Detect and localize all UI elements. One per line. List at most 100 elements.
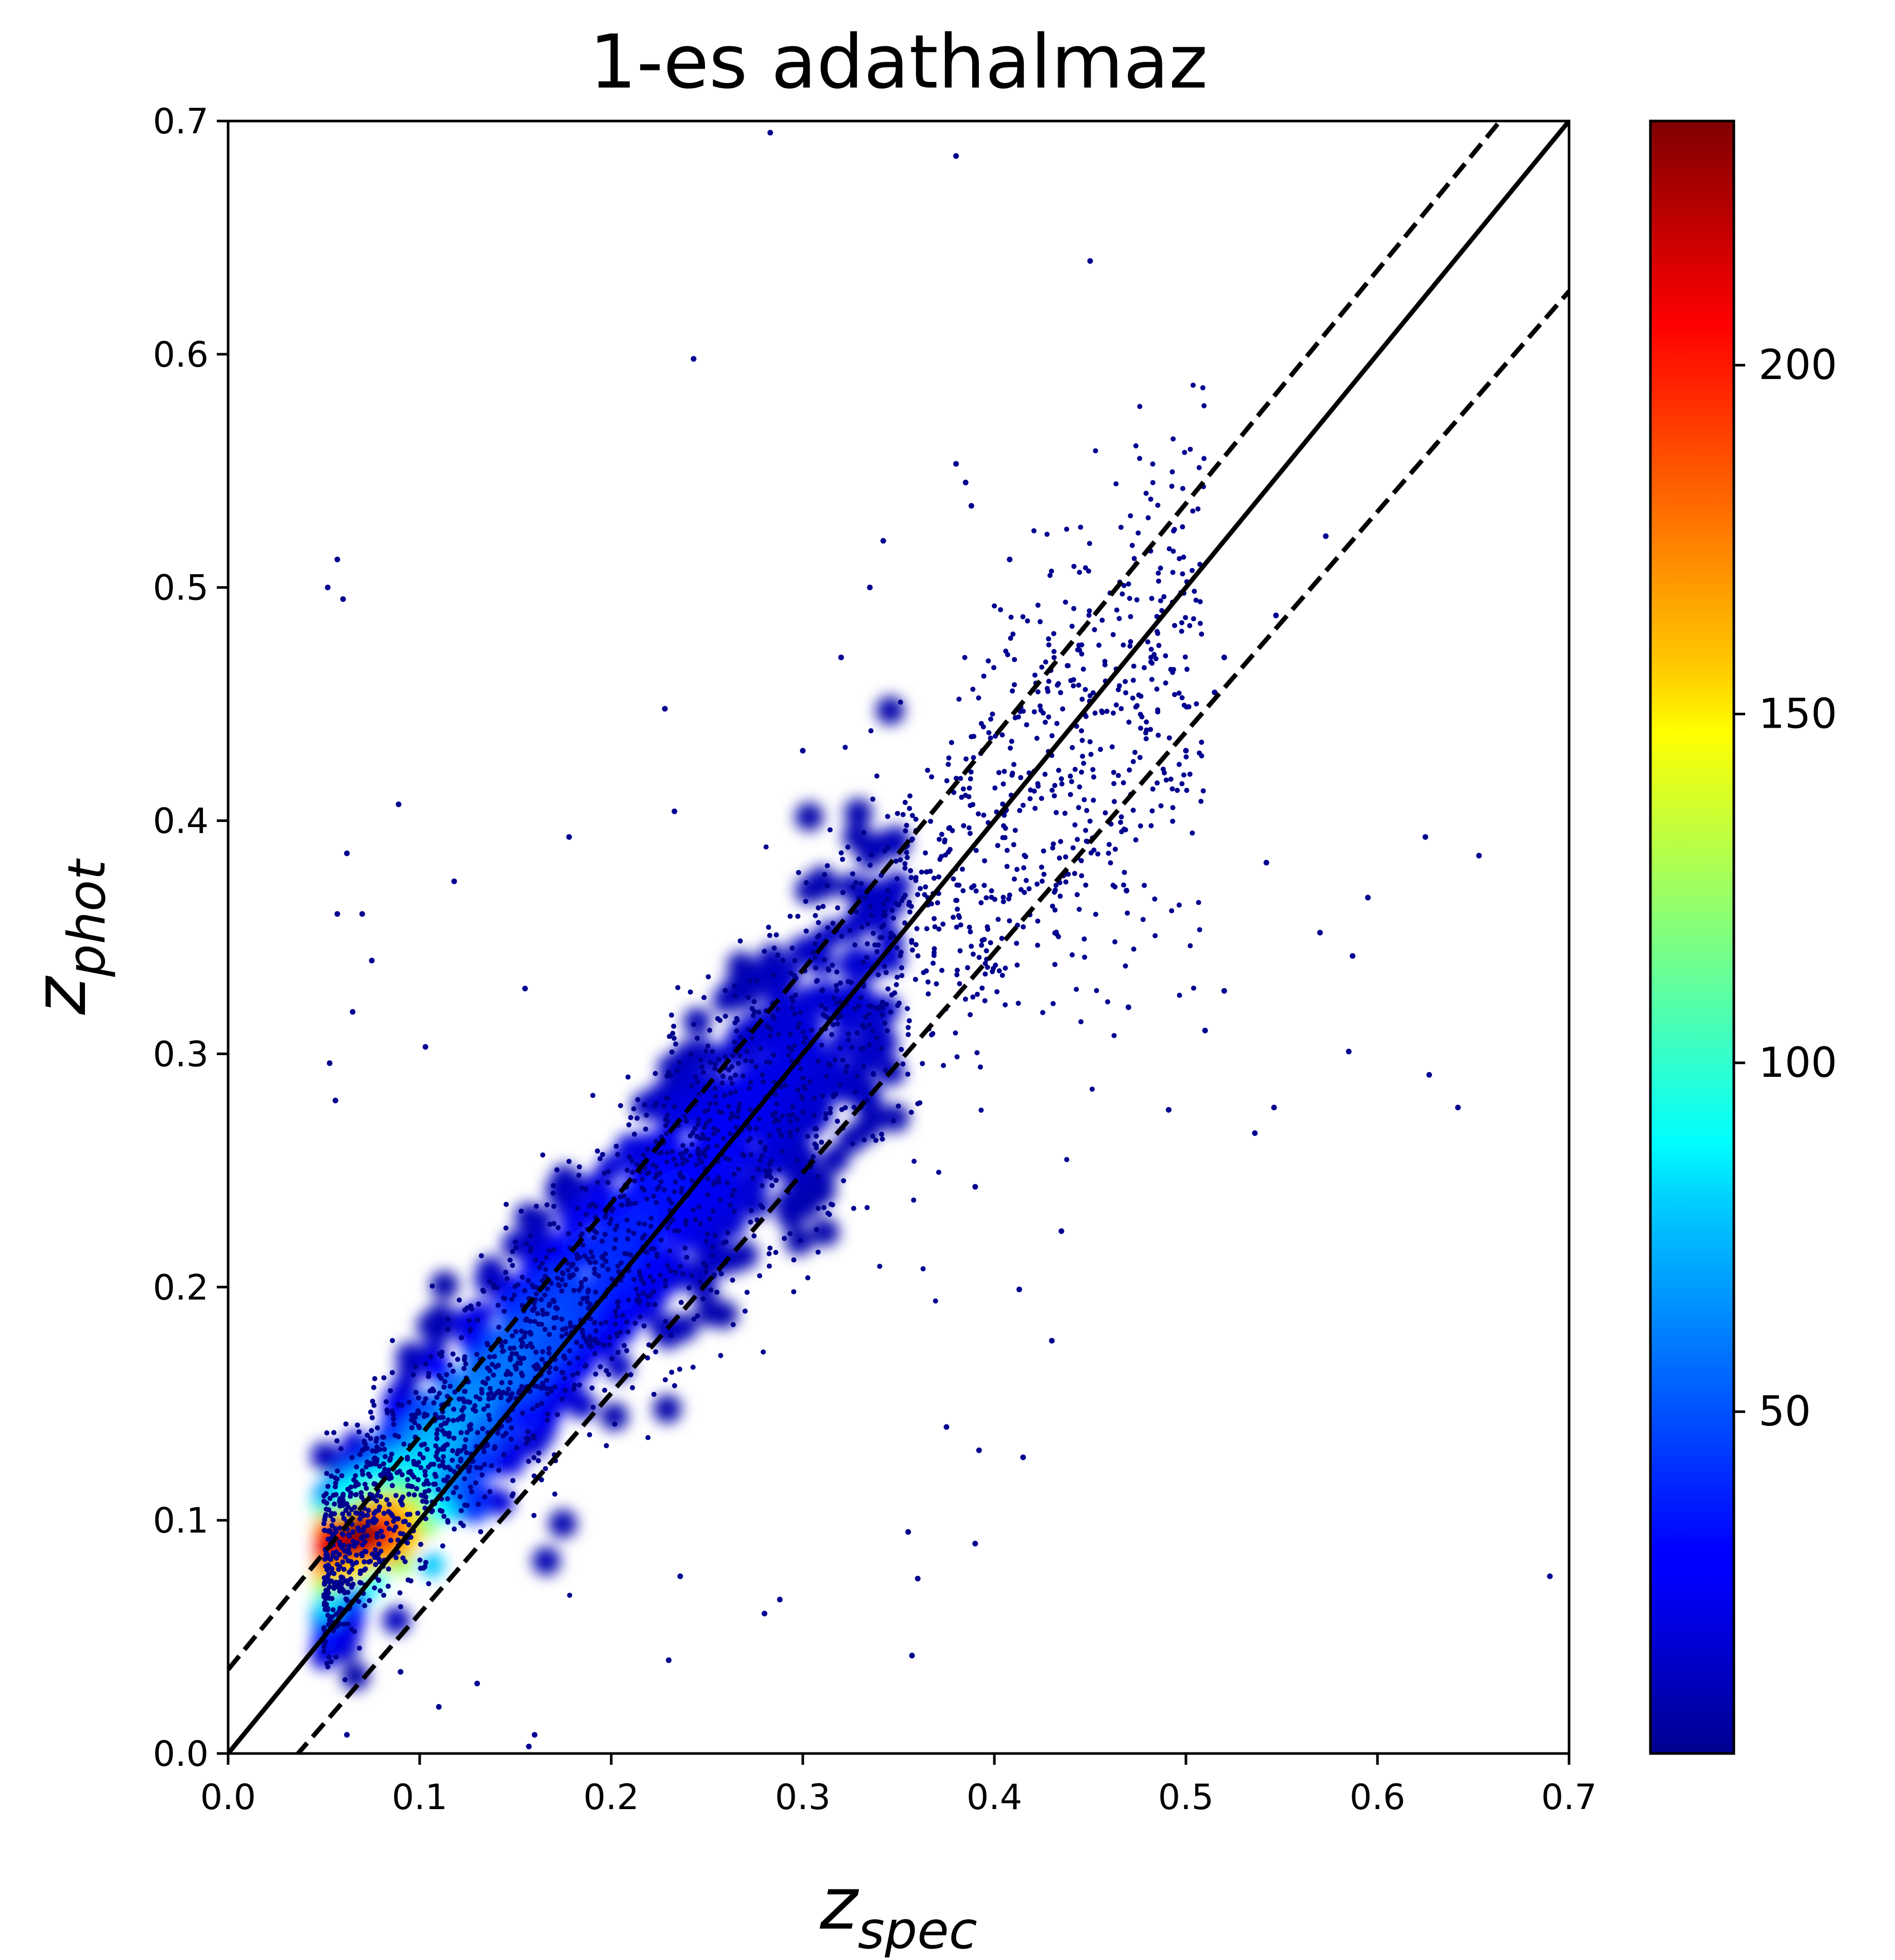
scatter-point	[701, 1261, 707, 1266]
scatter-point	[936, 1170, 941, 1175]
scatter-point	[1040, 1010, 1045, 1016]
scatter-point	[754, 978, 760, 984]
scatter-point	[636, 1269, 642, 1275]
scatter-point	[525, 1429, 531, 1435]
scatter-point	[878, 1045, 884, 1051]
scatter-point	[768, 1158, 774, 1163]
scatter-point	[389, 1370, 395, 1376]
scatter-point	[1004, 864, 1010, 869]
scatter-point	[1002, 813, 1007, 818]
scatter-point	[644, 1196, 650, 1202]
scatter-point	[1184, 666, 1190, 672]
scatter-point	[1182, 450, 1187, 455]
scatter-point	[984, 948, 989, 954]
colorbar-tick-label: 150	[1759, 690, 1837, 737]
scatter-point	[487, 1417, 492, 1422]
scatter-point	[992, 733, 998, 739]
scatter-point	[551, 1203, 557, 1209]
scatter-point	[509, 1493, 515, 1499]
chart-title: 1-es adathalmaz	[590, 19, 1208, 105]
scatter-point	[936, 926, 942, 932]
scatter-point	[383, 1454, 388, 1459]
density-blob	[653, 1395, 682, 1423]
scatter-point	[627, 1154, 632, 1160]
scatter-point	[491, 1284, 497, 1290]
scatter-point	[811, 1154, 816, 1160]
scatter-point	[834, 969, 840, 975]
scatter-point	[615, 1349, 621, 1355]
scatter-point	[1090, 690, 1096, 696]
scatter-point	[458, 1448, 463, 1454]
scatter-point	[658, 1237, 664, 1243]
scatter-point	[354, 1552, 359, 1558]
scatter-point	[1130, 759, 1136, 764]
scatter-point	[825, 1210, 831, 1216]
scatter-point	[932, 916, 937, 921]
scatter-point	[441, 1384, 447, 1390]
scatter-point	[869, 1004, 874, 1009]
scatter-point	[322, 1639, 328, 1645]
scatter-point	[1179, 620, 1184, 626]
scatter-point	[1018, 775, 1024, 780]
scatter-point	[851, 1105, 857, 1110]
scatter-point	[1190, 830, 1195, 836]
scatter-point	[835, 905, 840, 910]
scatter-point	[1137, 754, 1143, 760]
scatter-point	[1169, 908, 1175, 914]
scatter-point	[592, 1260, 598, 1265]
scatter-point	[502, 1309, 507, 1314]
scatter-point	[985, 965, 990, 970]
scatter-point	[551, 1220, 557, 1226]
scatter-point	[761, 1079, 766, 1085]
scatter-point	[1179, 695, 1185, 700]
scatter-point	[345, 1590, 351, 1595]
scatter-point	[909, 939, 915, 945]
scatter-point	[1047, 573, 1053, 578]
scatter-point	[538, 1297, 544, 1302]
scatter-point	[474, 1465, 479, 1470]
scatter-point	[1000, 732, 1005, 738]
density-blob	[881, 1104, 909, 1132]
scatter-point	[888, 1009, 893, 1015]
scatter-point	[620, 1313, 626, 1318]
outlier-point	[905, 1529, 911, 1535]
scatter-points	[321, 130, 1553, 1749]
scatter-point	[924, 926, 929, 932]
scatter-point	[630, 1170, 635, 1175]
scatter-point	[503, 1269, 509, 1275]
scatter-point	[860, 959, 866, 965]
scatter-point	[1190, 568, 1195, 573]
scatter-point	[583, 1187, 589, 1192]
outlier-point	[880, 538, 886, 544]
scatter-point	[653, 1139, 659, 1144]
scatter-point	[971, 883, 977, 889]
scatter-point	[1089, 1086, 1095, 1092]
density-blob	[838, 1004, 866, 1033]
scatter-point	[727, 1202, 733, 1208]
scatter-point	[728, 1090, 733, 1096]
scatter-point	[1039, 864, 1044, 870]
scatter-point	[822, 872, 828, 878]
scatter-point	[753, 1126, 759, 1131]
scatter-point	[688, 1051, 694, 1057]
scatter-point	[902, 800, 908, 805]
scatter-point	[668, 1333, 674, 1338]
scatter-point	[1129, 543, 1135, 548]
scatter-point	[909, 947, 915, 953]
scatter-point	[1115, 772, 1121, 778]
scatter-point	[828, 1110, 833, 1115]
scatter-point	[974, 1050, 980, 1056]
scatter-point	[648, 1224, 653, 1229]
scatter-point	[645, 1146, 650, 1152]
scatter-point	[651, 1391, 657, 1397]
density-blob	[838, 1077, 866, 1105]
scatter-point	[422, 1564, 428, 1570]
scatter-point	[732, 1020, 738, 1025]
scatter-point	[321, 1581, 327, 1587]
scatter-point	[992, 603, 997, 609]
scatter-point	[652, 1071, 658, 1076]
scatter-point	[748, 1079, 753, 1085]
scatter-point	[1024, 722, 1029, 728]
scatter-point	[970, 994, 976, 1000]
